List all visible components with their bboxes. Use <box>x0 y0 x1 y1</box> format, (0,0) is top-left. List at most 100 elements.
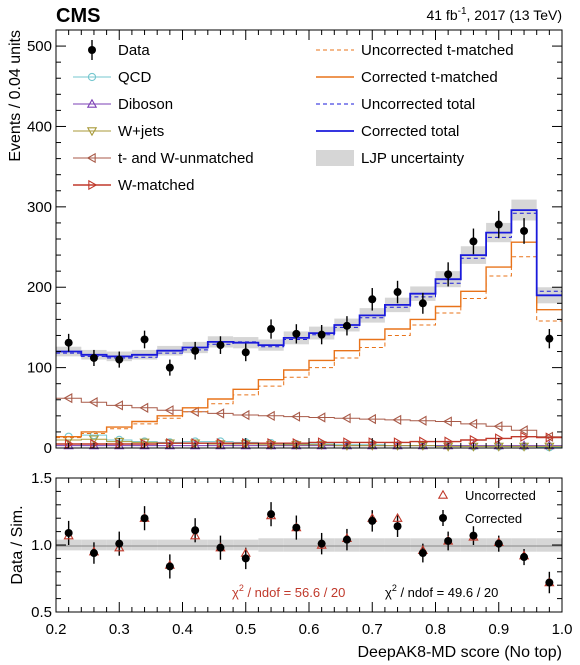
experiment-label: CMS <box>56 5 100 27</box>
ratio-uncertainty-bin <box>131 539 158 551</box>
series-point-w-matched <box>166 438 176 449</box>
series-point-t-and-w-unmatched <box>366 413 376 425</box>
legend-item-uncorrected-t-matched: Uncorrected t-matched <box>316 42 514 59</box>
main-panel-axes: 0 100 200 300 400 500 <box>27 30 563 457</box>
ratio-point-corrected <box>444 536 453 545</box>
series-point-t-and-w-unmatched <box>442 416 452 427</box>
ratio-point-corrected <box>469 531 478 540</box>
data-point <box>216 341 225 350</box>
chi2-corrected: χ2 / ndof = 49.6 / 20 <box>385 583 498 600</box>
series-point-t-and-w-unmatched <box>113 400 123 411</box>
data-point <box>140 335 149 344</box>
y-tick-label: 500 <box>27 38 52 55</box>
lumi-label: 41 fb-1, 2017 (13 TeV) <box>426 6 562 23</box>
legend-marker <box>86 127 98 137</box>
lumi-suffix: , 2017 (13 TeV) <box>467 7 562 23</box>
series-point-w-matched <box>267 438 277 449</box>
series-point-w-matched <box>317 437 327 448</box>
series-point-diboson <box>493 440 504 450</box>
ratio-point-corrected <box>216 543 225 552</box>
series-point-diboson <box>164 440 175 450</box>
series-point-diboson <box>518 440 530 450</box>
x-tick-label: 0.4 <box>172 621 193 638</box>
data-point <box>469 237 478 246</box>
legend-marker <box>86 98 98 108</box>
series-line-corrected-t-matched <box>56 241 562 438</box>
data-point <box>64 338 73 347</box>
ratio-uncertainty-bin <box>182 539 208 551</box>
legend-item-w-matched: W-matched <box>73 177 194 194</box>
ratio-point-corrected <box>494 539 503 548</box>
ratio-legend-uncorrected: Uncorrected <box>437 488 536 503</box>
ratio-uncertainty-bin <box>233 539 259 551</box>
series-point-w-matched <box>242 438 252 449</box>
series-point-w-matched <box>191 438 201 449</box>
legend-marker <box>87 72 97 82</box>
ratio-point-corrected <box>545 578 554 587</box>
ratio-y-tick-label: 0.5 <box>31 604 52 621</box>
series-point-t-and-w-unmatched <box>316 412 326 423</box>
ratio-uncertainty-bin <box>384 538 411 552</box>
legend-label: t- and W-unmatched <box>118 150 254 167</box>
ratio-point-corrected <box>317 539 326 548</box>
series-t-and-w-unmatched <box>56 393 562 442</box>
legend-marker <box>88 179 98 191</box>
ratio-point-corrected <box>342 535 351 544</box>
legend-label: Corrected t-matched <box>361 69 498 86</box>
ratio-legend-corrected: Corrected <box>439 510 522 526</box>
ratio-legend-marker-uncorrected <box>437 489 449 499</box>
series-point-w-matched <box>368 437 378 448</box>
series-point-t-and-w-unmatched <box>88 397 98 408</box>
series-point-t-and-w-unmatched <box>341 413 351 424</box>
series-point-diboson <box>544 440 555 450</box>
legend-item-diboson: Diboson <box>73 96 173 113</box>
data-point <box>317 330 326 339</box>
series-point-t-and-w-unmatched <box>291 411 301 422</box>
series-point-w-jets <box>291 441 302 451</box>
x-tick-label: 0.9 <box>488 621 509 638</box>
series-point-w-jets <box>265 441 277 451</box>
x-tick-label: 0.8 <box>425 621 446 638</box>
ratio-point-corrected <box>368 516 377 525</box>
data-point <box>89 353 98 362</box>
ratio-legend-marker-corrected <box>439 514 447 522</box>
ratio-legend-label: Uncorrected <box>465 488 536 503</box>
ratio-uncertainty-band <box>56 538 562 552</box>
main-y-axis-label: Events / 0.04 units <box>7 30 24 162</box>
data-points <box>64 210 554 376</box>
series-point-t-and-w-unmatched <box>139 402 149 413</box>
legend-item-qcd: QCD <box>73 69 152 86</box>
series-point-w-matched <box>419 436 429 447</box>
legend-marker <box>86 152 96 164</box>
series-point-w-matched <box>495 433 505 444</box>
x-tick-label: 0.7 <box>362 621 383 638</box>
ratio-uncertainty-bin <box>536 538 562 552</box>
legend-label: Uncorrected t-matched <box>361 42 514 59</box>
legend-label: Data <box>118 42 150 59</box>
series-point-t-and-w-unmatched <box>63 393 73 404</box>
series-point-w-matched <box>545 432 555 443</box>
series-point-t-and-w-unmatched <box>164 405 174 416</box>
lumi-exponent: -1 <box>458 6 467 17</box>
ratio-uncertainty-bin <box>157 539 183 551</box>
legend-label: Corrected total <box>361 123 459 140</box>
series-point-w-matched <box>469 434 479 446</box>
series-point-t-and-w-unmatched <box>215 408 225 419</box>
data-point <box>342 321 351 330</box>
ratio-point-corrected <box>165 562 174 571</box>
ratio-panel: 0.5 1.0 1.5 0.2 0.3 0.4 0.5 0.6 0.7 0.8 0.9 1.0 Dat… <box>9 470 572 661</box>
series-point-w-matched <box>520 431 530 442</box>
series-point-w-jets <box>417 441 428 451</box>
series-point-t-and-w-unmatched <box>417 415 427 426</box>
ratio-point-corrected <box>520 553 529 562</box>
series-line-uncorrected-t-matched <box>56 256 562 439</box>
legend-label: Diboson <box>118 96 173 113</box>
series-point-w-jets <box>316 441 327 451</box>
data-point <box>494 220 503 229</box>
ratio-point-corrected <box>140 514 149 523</box>
series-corrected-total <box>56 209 562 358</box>
series-point-t-and-w-unmatched <box>468 418 478 430</box>
ratio-y-axis-label: Data / Sim. <box>9 505 26 584</box>
ratio-point-uncorrected <box>392 512 403 522</box>
legend-item-corrected-total: Corrected total <box>316 123 459 140</box>
